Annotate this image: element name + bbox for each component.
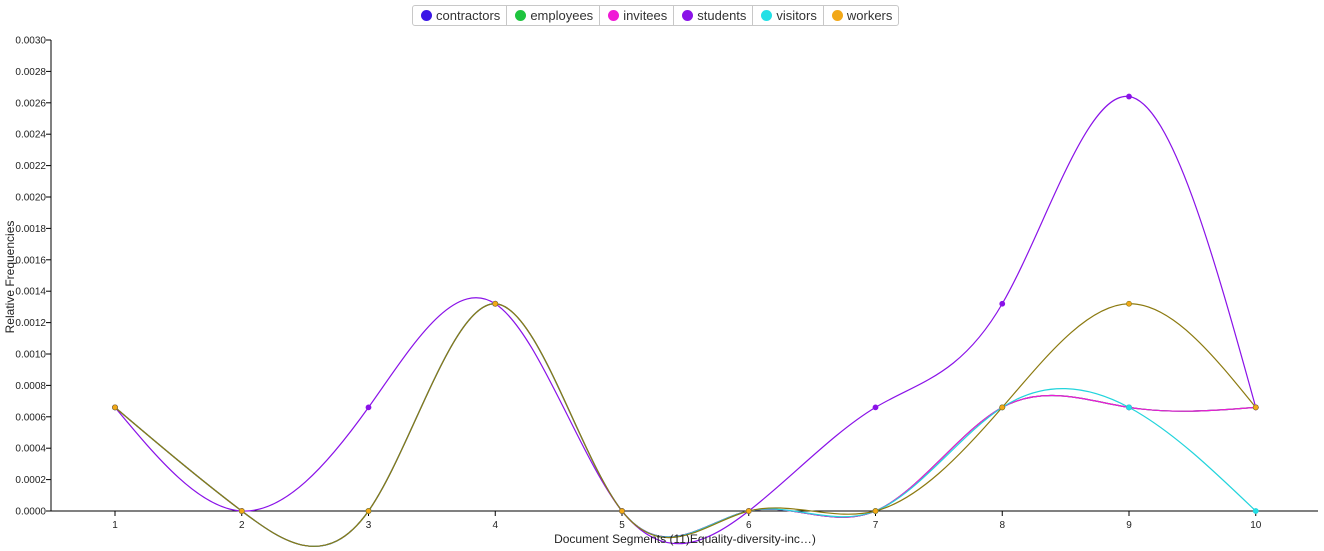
legend-swatch	[608, 10, 620, 21]
data-point-students[interactable]	[999, 300, 1006, 307]
legend-swatch	[761, 10, 773, 21]
y-tick-label: 0.0026	[15, 98, 46, 109]
data-point-workers[interactable]	[745, 508, 752, 514]
data-point-workers[interactable]	[999, 404, 1006, 411]
x-tick-label: 8	[999, 520, 1005, 531]
data-point-visitors[interactable]	[1252, 508, 1259, 514]
legend-label: visitors	[776, 8, 817, 23]
y-axis-title: Relative Frequencies	[3, 221, 17, 334]
series-line-employees	[114, 303, 1256, 547]
data-point-workers[interactable]	[492, 300, 499, 307]
x-axis: 1 2 3 4 5 6 7 8 9 10	[51, 510, 1318, 531]
x-tick-label: 3	[366, 520, 372, 531]
series-line-contractors	[114, 303, 1256, 547]
series-line-students	[114, 95, 1257, 545]
data-point-workers[interactable]	[238, 508, 245, 514]
legend-item-students[interactable]: students	[674, 6, 754, 25]
x-tick-label: 7	[873, 520, 879, 531]
x-tick-label: 6	[746, 520, 752, 531]
series-points	[112, 93, 1259, 514]
series-lines	[114, 95, 1257, 547]
y-tick-label: 0.0016	[15, 255, 46, 266]
x-tick-label: 2	[239, 520, 245, 531]
y-axis: 0.0000 0.0002 0.0004 0.0006 0.0008 0.0010 0.00…	[15, 36, 52, 518]
legend-swatch	[515, 10, 527, 21]
legend-item-visitors[interactable]: visitors	[753, 6, 824, 25]
legend-label: employees	[530, 8, 594, 23]
data-point-visitors[interactable]	[1126, 404, 1132, 411]
y-tick-label: 0.0010	[15, 350, 46, 361]
y-tick-label: 0.0012	[15, 318, 46, 329]
legend-item-invitees[interactable]: invitees	[600, 6, 675, 25]
y-tick-label: 0.0022	[15, 161, 46, 172]
legend-label: invitees	[623, 8, 668, 23]
y-tick-label: 0.0000	[15, 507, 46, 518]
data-point-students[interactable]	[365, 404, 372, 411]
x-tick-label: 1	[112, 520, 118, 531]
x-tick-label: 5	[619, 520, 625, 531]
y-tick-label: 0.0014	[15, 287, 46, 298]
x-tick-label: 10	[1250, 520, 1262, 531]
y-tick-label: 0.0020	[15, 193, 46, 204]
series-line-workers	[114, 303, 1257, 547]
series-line-visitors	[114, 303, 1257, 547]
data-point-workers[interactable]	[872, 508, 879, 514]
legend-item-contractors[interactable]: contractors	[413, 6, 508, 25]
x-tick-label: 4	[492, 520, 498, 531]
y-tick-label: 0.0028	[15, 67, 46, 78]
data-point-workers[interactable]	[1126, 300, 1132, 307]
y-tick-label: 0.0030	[15, 36, 46, 47]
y-tick-label: 0.0006	[15, 412, 46, 423]
y-tick-label: 0.0024	[15, 130, 46, 141]
data-point-workers[interactable]	[112, 404, 118, 411]
chart-legend: contractors employees invitees students visi…	[412, 5, 900, 26]
legend-label: workers	[846, 8, 893, 23]
data-point-workers[interactable]	[619, 508, 625, 514]
legend-swatch	[421, 10, 432, 21]
legend-swatch	[831, 10, 843, 21]
x-axis-title: Document Segments (11)Equality-diversity…	[554, 532, 816, 546]
y-tick-label: 0.0018	[15, 224, 46, 235]
y-tick-label: 0.0002	[15, 475, 46, 486]
legend-label: students	[697, 8, 747, 23]
data-point-students[interactable]	[872, 404, 879, 411]
data-point-workers[interactable]	[1252, 404, 1259, 411]
legend-swatch	[682, 10, 694, 21]
x-tick-label: 9	[1126, 520, 1132, 531]
legend-item-workers[interactable]: workers	[824, 6, 899, 25]
y-tick-label: 0.0008	[15, 381, 46, 392]
series-line-invitees	[114, 303, 1256, 547]
legend-item-employees[interactable]: employees	[507, 6, 601, 25]
y-tick-label: 0.0004	[15, 444, 46, 455]
data-point-students[interactable]	[1126, 93, 1132, 100]
data-point-workers[interactable]	[365, 508, 372, 514]
legend-label: contractors	[436, 8, 501, 23]
